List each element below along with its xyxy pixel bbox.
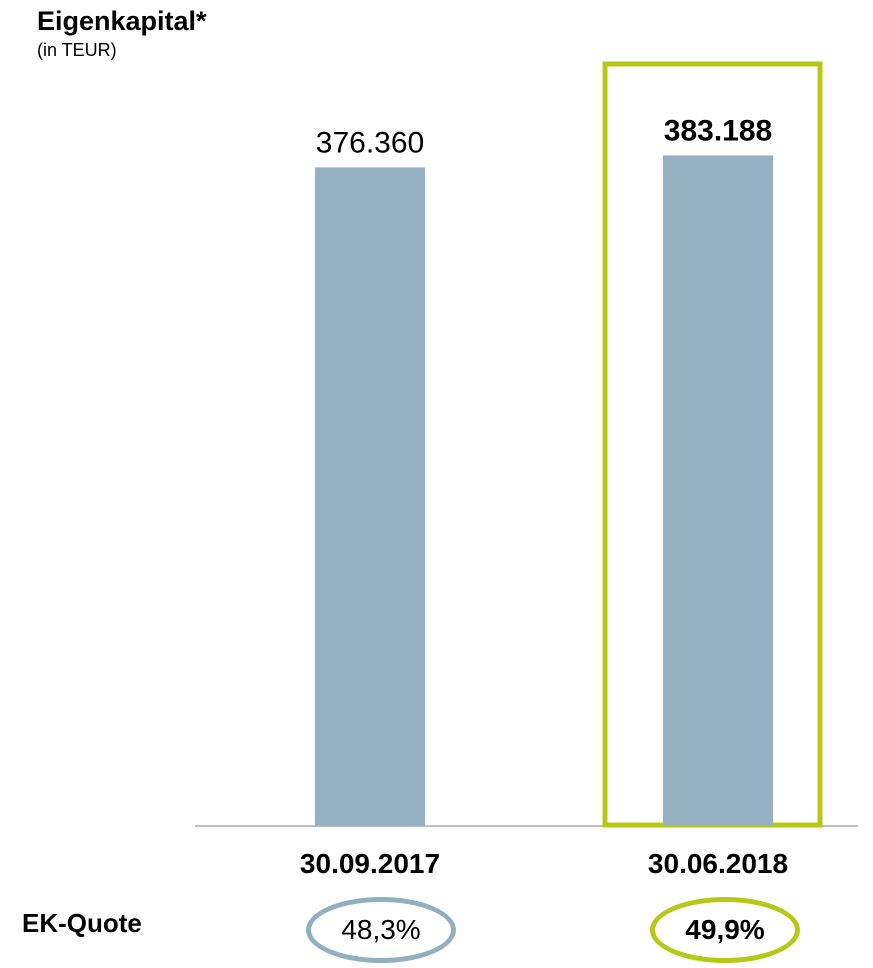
chart-unit: (in TEUR) (37, 40, 117, 60)
value-label-2017: 376.360 (316, 126, 424, 159)
chart-title: Eigenkapital* (37, 6, 207, 36)
bar-chart: 376.360 383.188 30.09.2017 30.06.2018 (195, 61, 858, 879)
category-label-2018: 30.06.2018 (648, 848, 788, 879)
ek-quote-value-2018: 49,9% (650, 897, 800, 963)
ek-quote-text-2017: 48,3% (341, 914, 421, 945)
bar-2018 (663, 155, 773, 826)
ek-quote-text-2018: 49,9% (685, 914, 765, 945)
category-label-2017: 30.09.2017 (300, 848, 440, 879)
bar-2017 (315, 167, 425, 826)
value-label-2018: 383.188 (664, 114, 772, 147)
ek-quote-label: EK-Quote (22, 908, 142, 938)
ek-quote-value-2017: 48,3% (306, 897, 456, 963)
